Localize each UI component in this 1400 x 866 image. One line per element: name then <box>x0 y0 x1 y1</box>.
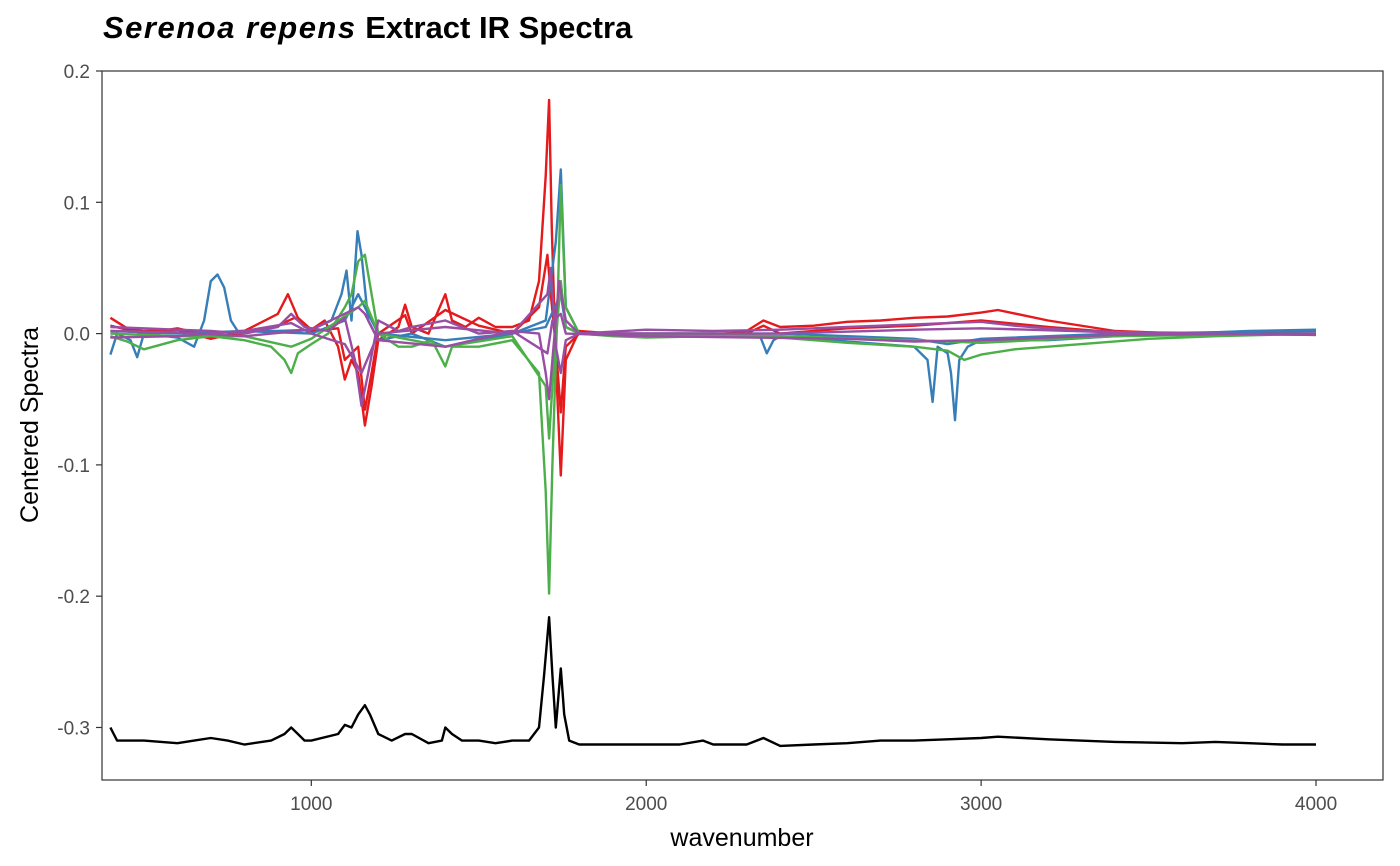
y-axis: 0.2 0.1 0.0 -0.1 -0.2 -0.3 <box>57 62 102 739</box>
y-tick-label: 0.1 <box>64 193 90 214</box>
y-tick-label: -0.1 <box>57 456 90 477</box>
x-tick-label: 1000 <box>290 794 332 815</box>
plot-panel-border <box>101 70 1384 781</box>
series-line-purple-7 <box>110 266 1317 375</box>
series-line-blue-3 <box>110 293 1317 346</box>
x-axis-title: wavenumber <box>669 824 813 852</box>
y-tick-label: 0.2 <box>64 62 90 83</box>
chart-title-italic: Serenoa repens <box>103 10 357 45</box>
x-tick-label: 2000 <box>625 794 667 815</box>
y-axis-title: Centered Spectra <box>16 327 44 523</box>
y-tick-label: 0.0 <box>64 325 90 346</box>
chart-title-rest: Extract IR Spectra <box>365 10 633 45</box>
chart-title: Serenoa repens Extract IR Spectra <box>103 10 632 46</box>
x-tick-label: 4000 <box>1295 794 1337 815</box>
y-tick-label: -0.2 <box>57 587 90 608</box>
x-tick-label: 3000 <box>960 794 1002 815</box>
series-line-mean-9 <box>109 616 1316 748</box>
x-axis: 1000 2000 3000 4000 <box>290 780 1337 815</box>
series-line-green-4 <box>110 184 1317 595</box>
y-tick-label: -0.3 <box>57 718 90 739</box>
series-line-red-0 <box>109 98 1316 477</box>
series-line-purple-8 <box>110 306 1317 355</box>
series-line-blue-2 <box>109 168 1317 422</box>
series-layer <box>109 98 1317 748</box>
